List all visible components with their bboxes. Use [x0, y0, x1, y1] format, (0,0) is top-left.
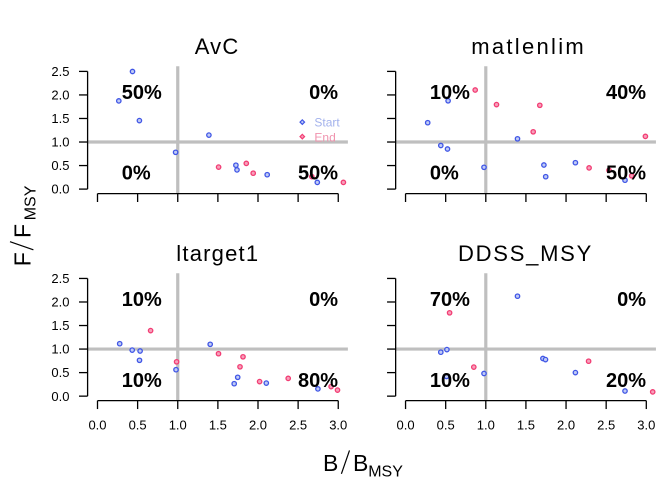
svg-text:50%: 50% — [298, 163, 338, 185]
svg-text:0.5: 0.5 — [51, 365, 69, 380]
svg-text:Start: Start — [314, 115, 340, 129]
svg-text:AvC: AvC — [195, 34, 240, 59]
svg-text:0%: 0% — [430, 163, 459, 185]
svg-text:B: B — [353, 450, 368, 476]
svg-text:10%: 10% — [430, 370, 470, 392]
svg-text:B: B — [323, 450, 338, 476]
svg-text:F: F — [10, 224, 36, 238]
svg-text:MSY: MSY — [22, 185, 39, 220]
svg-text:0%: 0% — [309, 82, 338, 104]
svg-text:0%: 0% — [309, 289, 338, 311]
svg-text:50%: 50% — [122, 82, 162, 104]
svg-text:End: End — [314, 130, 335, 144]
svg-text:1.0: 1.0 — [169, 418, 187, 433]
svg-text:0.0: 0.0 — [51, 389, 69, 404]
svg-text:0.5: 0.5 — [51, 158, 69, 173]
svg-text:40%: 40% — [606, 82, 646, 104]
svg-text:70%: 70% — [430, 289, 470, 311]
svg-text:2.5: 2.5 — [51, 271, 69, 286]
svg-text:0%: 0% — [122, 163, 151, 185]
svg-text:50%: 50% — [606, 163, 646, 185]
svg-text:1.5: 1.5 — [51, 318, 69, 333]
svg-text:MSY: MSY — [368, 464, 403, 480]
svg-text:ltarget1: ltarget1 — [176, 241, 259, 266]
svg-text:2.5: 2.5 — [51, 64, 69, 79]
svg-text:2.0: 2.0 — [557, 418, 575, 433]
svg-text:0.5: 0.5 — [129, 418, 147, 433]
svg-text:3.0: 3.0 — [637, 418, 655, 433]
svg-text:0.5: 0.5 — [437, 418, 455, 433]
svg-text:3.0: 3.0 — [329, 418, 347, 433]
svg-text:2.5: 2.5 — [597, 418, 615, 433]
svg-text:1.0: 1.0 — [51, 135, 69, 150]
svg-text:0%: 0% — [617, 289, 646, 311]
svg-text:2.0: 2.0 — [51, 88, 69, 103]
svg-text:1.0: 1.0 — [477, 418, 495, 433]
svg-text:matlenlim: matlenlim — [471, 34, 586, 59]
svg-text:80%: 80% — [298, 370, 338, 392]
svg-text:F: F — [10, 252, 36, 266]
svg-text:0.0: 0.0 — [397, 418, 415, 433]
svg-text:2.5: 2.5 — [289, 418, 307, 433]
svg-text:10%: 10% — [122, 289, 162, 311]
svg-text:DDSS_MSY: DDSS_MSY — [458, 241, 593, 266]
svg-text:2.0: 2.0 — [51, 295, 69, 310]
svg-text:1.5: 1.5 — [209, 418, 227, 433]
svg-text:20%: 20% — [606, 370, 646, 392]
svg-text:10%: 10% — [430, 82, 470, 104]
svg-text:1.0: 1.0 — [51, 342, 69, 357]
svg-text:2.0: 2.0 — [249, 418, 267, 433]
svg-text:0.0: 0.0 — [51, 182, 69, 197]
svg-text:0.0: 0.0 — [88, 418, 106, 433]
svg-text:1.5: 1.5 — [517, 418, 535, 433]
svg-text:1.5: 1.5 — [51, 111, 69, 126]
svg-text:10%: 10% — [122, 370, 162, 392]
